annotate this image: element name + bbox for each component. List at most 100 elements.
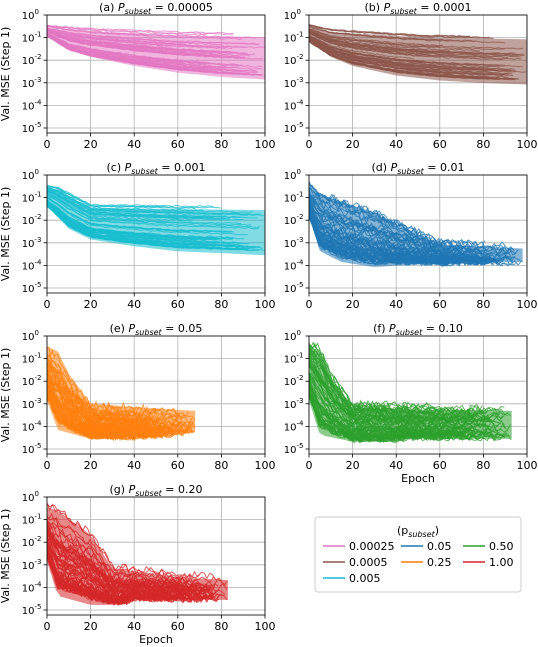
y-tick-base: 10 (22, 538, 35, 549)
x-tick-label: 60 (433, 138, 447, 151)
legend-label: 0.00025 (349, 540, 395, 553)
y-tick-label: 10 (284, 79, 297, 90)
panel-title: (e) Psubset = 0.05 (110, 322, 203, 337)
y-tick-exponent: -2 (35, 374, 42, 382)
y-tick-exponent: -4 (35, 580, 43, 588)
legend-label: 0.005 (349, 572, 381, 585)
x-tick-label: 40 (127, 138, 141, 151)
y-tick-exponent: -4 (297, 98, 305, 106)
title-sub: subset (396, 328, 423, 337)
y-tick-exponent: -3 (297, 236, 304, 244)
title-value: = 0.05 (162, 322, 203, 335)
y-tick-base: 10 (22, 34, 35, 45)
y-axis-label: Val. MSE (Step 1) (0, 187, 12, 282)
y-tick-base: 10 (284, 171, 297, 182)
x-tick-label: 60 (433, 459, 447, 472)
y-tick-base: 10 (284, 400, 297, 411)
y-tick-base: 10 (22, 261, 35, 272)
x-tick-label: 100 (255, 459, 276, 472)
axes-frame (46, 14, 266, 134)
x-tick-label: 20 (84, 138, 98, 151)
x-tick-label: 80 (214, 298, 228, 311)
series-line (309, 184, 486, 249)
y-tick-label: 10 (22, 124, 35, 135)
y-tick-base: 10 (22, 583, 35, 594)
y-tick-exponent: -5 (35, 121, 42, 129)
series-line (47, 24, 234, 36)
y-tick-exponent: -5 (297, 281, 304, 289)
y-tick-exponent: 0 (35, 329, 39, 337)
y-tick-base: 10 (284, 355, 297, 366)
y-tick-base: 10 (284, 445, 297, 456)
y-tick-base: 10 (22, 355, 35, 366)
series-line (309, 23, 471, 38)
y-tick-exponent: 0 (297, 329, 301, 337)
x-tick-label: 60 (171, 459, 185, 472)
y-tick-base: 10 (284, 239, 297, 250)
title-prefix: (b) (365, 1, 384, 14)
y-tick-label: 10 (22, 355, 35, 366)
axes-frame (46, 174, 266, 294)
y-tick-exponent: -3 (35, 558, 42, 566)
y-tick-label: 10 (22, 194, 35, 205)
y-tick-label: 10 (22, 284, 35, 295)
y-tick-exponent: -1 (35, 513, 42, 521)
y-tick-exponent: -5 (35, 603, 42, 611)
x-tick-label: 60 (433, 298, 447, 311)
y-axis-label: Val. MSE (Step 1) (0, 27, 12, 122)
y-tick-base: 10 (284, 79, 297, 90)
y-tick-label: 10 (22, 34, 35, 45)
y-tick-label: 10 (284, 124, 297, 135)
y-tick-label: 10 (22, 11, 35, 22)
y-tick-exponent: -1 (297, 31, 304, 39)
title-var: P (125, 161, 132, 174)
y-tick-exponent: -1 (35, 31, 42, 39)
x-tick-label: 20 (84, 620, 98, 633)
y-tick-label: 10 (284, 171, 297, 182)
y-tick-base: 10 (22, 216, 35, 227)
y-tick-label: 10 (22, 261, 35, 272)
x-tick-label: 100 (255, 138, 276, 151)
x-tick-label: 60 (171, 620, 185, 633)
y-tick-label: 10 (284, 332, 297, 343)
y-tick-label: 10 (284, 34, 297, 45)
x-tick-label: 40 (389, 459, 403, 472)
y-tick-exponent: -2 (35, 535, 42, 543)
series-group (309, 23, 527, 85)
y-tick-label: 10 (22, 538, 35, 549)
y-tick-exponent: -2 (35, 53, 42, 61)
x-tick-label: 20 (346, 459, 360, 472)
title-var: P (389, 322, 396, 335)
x-tick-label: 80 (476, 298, 490, 311)
series-group (47, 502, 228, 607)
y-tick-label: 10 (22, 101, 35, 112)
legend-label: 0.25 (427, 556, 452, 569)
y-tick-base: 10 (22, 493, 35, 504)
y-tick-base: 10 (22, 239, 35, 250)
series-group (47, 24, 265, 80)
x-tick-label: 40 (389, 138, 403, 151)
y-tick-label: 10 (284, 239, 297, 250)
y-tick-label: 10 (22, 606, 35, 617)
y-tick-base: 10 (22, 561, 35, 572)
y-tick-label: 10 (22, 377, 35, 388)
title-sub: subset (131, 167, 158, 176)
legend-label: 0.05 (427, 540, 452, 553)
x-tick-label: 100 (517, 459, 538, 472)
y-tick-exponent: -4 (35, 419, 43, 427)
y-tick-base: 10 (22, 377, 35, 388)
x-tick-label: 100 (255, 298, 276, 311)
series-line (47, 185, 164, 208)
y-tick-exponent: 0 (35, 8, 39, 16)
y-tick-exponent: -4 (35, 258, 43, 266)
x-tick-label: 0 (44, 298, 51, 311)
y-tick-base: 10 (284, 11, 297, 22)
x-tick-label: 80 (214, 138, 228, 151)
series-band (47, 188, 265, 256)
y-tick-base: 10 (284, 216, 297, 227)
